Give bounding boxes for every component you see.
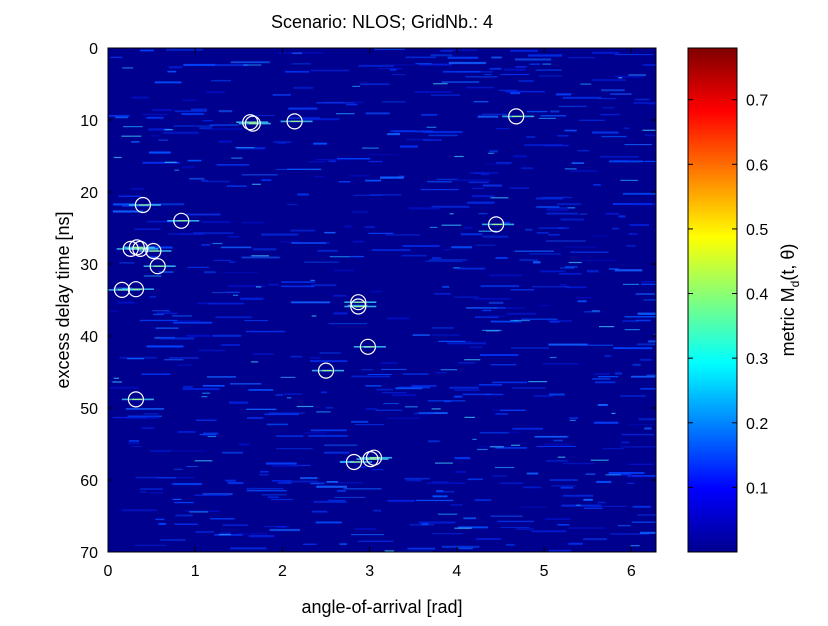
detected-path-marker-18 — [127, 391, 144, 408]
detected-path-marker-10 — [145, 242, 162, 260]
colorbar-tick-label: 0.3 — [746, 351, 768, 368]
colorbar-axis: 0.1 0.2 0.3 0.4 0.5 0.6 0.7 — [688, 93, 768, 497]
x-axis: 0 1 2 3 4 5 6 — [104, 48, 636, 580]
detected-path-marker-5 — [173, 212, 190, 229]
x-tick-label: 6 — [627, 563, 636, 580]
detected-path-marker-6 — [488, 216, 505, 233]
detected-path-marker-11 — [149, 258, 166, 275]
detected-path-marker-9 — [132, 240, 149, 257]
detected-path-marker-4 — [134, 196, 151, 214]
plot-area — [108, 48, 656, 552]
x-tick-label: 5 — [540, 563, 549, 580]
detected-path-marker-3 — [508, 108, 525, 125]
intensity-streaks — [108, 48, 656, 552]
colorbar-tick-label: 0.4 — [746, 287, 768, 304]
detected-path-marker-1 — [244, 115, 261, 132]
y-tick-label: 30 — [80, 257, 98, 274]
detected-path-markers — [113, 108, 525, 471]
detected-path-marker-2 — [286, 113, 303, 130]
y-axis-label: excess delay time [ns] — [53, 211, 73, 388]
y-tick-label: 60 — [80, 473, 98, 490]
colorbar-label: metric Md(t, θ) — [778, 244, 802, 357]
x-axis-label: angle-of-arrival [rad] — [301, 597, 462, 617]
x-tick-label: 3 — [365, 563, 374, 580]
plot-frame — [107, 47, 657, 553]
detected-path-marker-13 — [127, 281, 144, 298]
detected-path-marker-21 — [365, 449, 383, 466]
y-tick-label: 0 — [89, 41, 98, 58]
colorbar-tick-label: 0.1 — [746, 480, 768, 497]
colorbar-tick-label: 0.2 — [746, 416, 768, 433]
detected-path-marker-15 — [350, 298, 367, 315]
x-tick-label: 4 — [452, 563, 461, 580]
y-tick-label: 10 — [80, 113, 98, 130]
detected-path-marker-12 — [113, 281, 131, 298]
colorbar-tick-label: 0.6 — [746, 157, 768, 174]
colorbar-tick-label: 0.5 — [746, 222, 768, 239]
y-axis: 0 10 20 30 40 50 60 70 — [80, 41, 656, 562]
y-tick-label: 40 — [80, 329, 98, 346]
detected-path-marker-16 — [359, 338, 376, 355]
x-tick-label: 1 — [191, 563, 200, 580]
colorbar — [687, 47, 738, 553]
detected-path-marker-14 — [350, 294, 367, 311]
detected-path-marker-0 — [242, 114, 259, 131]
y-tick-label: 70 — [80, 545, 98, 562]
detected-path-marker-7 — [122, 240, 139, 257]
x-tick-label: 2 — [278, 563, 287, 580]
y-tick-label: 20 — [80, 185, 98, 202]
x-tick-label: 0 — [104, 563, 113, 580]
detected-path-marker-17 — [317, 362, 335, 379]
chart-title: Scenario: NLOS; GridNb.: 4 — [271, 12, 493, 32]
y-tick-label: 50 — [80, 401, 98, 418]
detected-path-marker-19 — [345, 453, 363, 471]
colorbar-tick-label: 0.7 — [746, 93, 768, 110]
